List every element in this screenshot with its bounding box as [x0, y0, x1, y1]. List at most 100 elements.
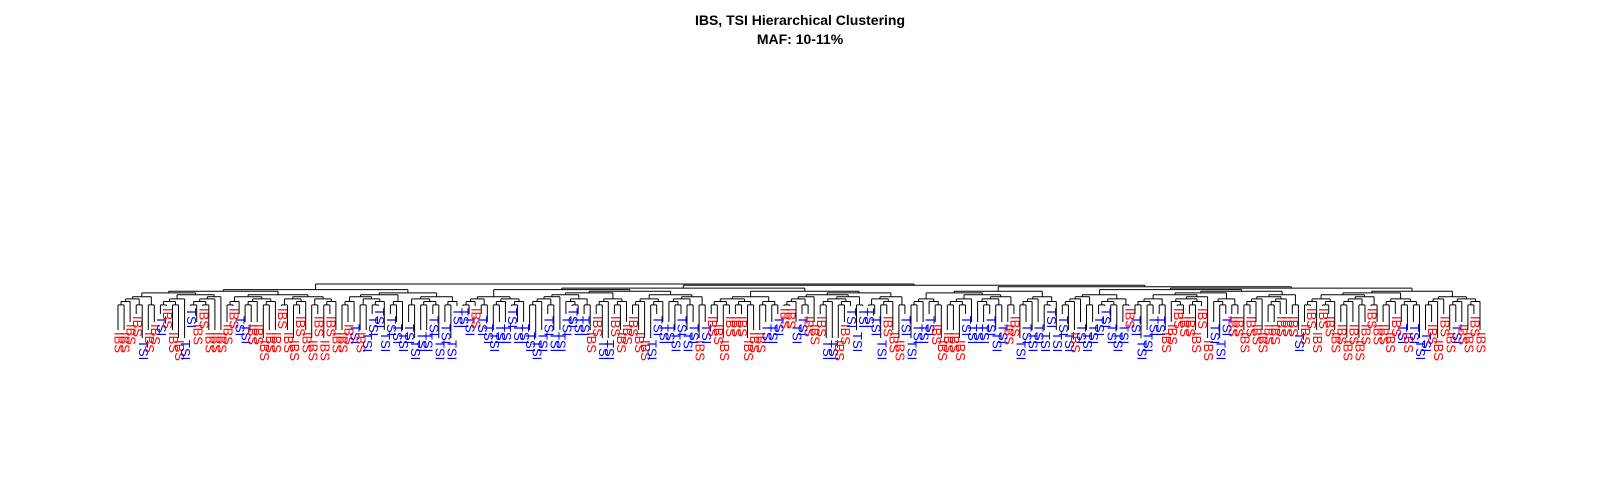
leaf-label-ibs: IBS [808, 324, 823, 345]
leaf-label-ibs: IBS [342, 324, 357, 345]
leaf-label-ibs: IBS [1455, 324, 1470, 345]
leaf-label-tsi: TSI [136, 340, 151, 360]
leaf-label-ibs: IBS [1340, 340, 1355, 361]
leaf-label-tsi: TSI [1153, 316, 1168, 336]
leaf-label-tsi: TSI [1086, 324, 1101, 344]
leaf-label-ibs: IBS [1467, 316, 1482, 337]
leaf-label-tsi: TSI [426, 316, 441, 336]
leaf-label-ibs: IBS [747, 332, 762, 353]
leaf-label-ibs: IBS [1225, 316, 1240, 337]
leaf-label-ibs: IBS [1425, 324, 1440, 345]
leaf-label-tsi: TSI [414, 332, 429, 352]
leaf-label-tsi: TSI [1020, 324, 1035, 344]
leaf-label-ibs: IBS [214, 332, 229, 353]
leaf-label-ibs: IBS [886, 332, 901, 353]
leaf-label-ibs: IBS [1007, 316, 1022, 337]
leaf-label-ibs: IBS [130, 316, 145, 337]
leaf-label-ibs: IBS [753, 332, 768, 353]
leaf-label-tsi: TSI [396, 332, 411, 352]
leaf-label-ibs: IBS [112, 332, 127, 353]
leaf-label-tsi: TSI [1292, 332, 1307, 352]
leaf-label-tsi: TSI [184, 308, 199, 328]
leaf-label-ibs: IBS [1122, 308, 1137, 329]
leaf-label-tsi: TSI [1413, 340, 1428, 360]
leaf-label-tsi: TSI [463, 316, 478, 336]
leaf-label-ibs: IBS [711, 324, 726, 345]
leaf-label-tsi: TSI [529, 340, 544, 360]
leaf-label-ibs: IBS [1068, 332, 1083, 353]
dendrogram-leaf-labels: IBSIBSIBSIBSTSIIBSIBSTSIIBSIBSIBSTSITSII… [112, 308, 1489, 361]
leaf-label-ibs: IBS [281, 332, 296, 353]
leaf-label-tsi: TSI [1032, 324, 1047, 344]
leaf-label-ibs: IBS [293, 316, 308, 337]
leaf-label-tsi: TSI [796, 316, 811, 336]
leaf-label-ibs: IBS [148, 324, 163, 345]
leaf-label-tsi: TSI [408, 340, 423, 360]
leaf-label-tsi: TSI [535, 332, 550, 352]
leaf-label-ibs: IBS [317, 340, 332, 361]
leaf-label-ibs: IBS [777, 308, 792, 329]
leaf-label-tsi: TSI [989, 332, 1004, 352]
leaf-label-ibs: IBS [1001, 324, 1016, 345]
leaf-label-tsi: TSI [656, 324, 671, 344]
leaf-label-tsi: TSI [1449, 324, 1464, 344]
leaf-label-ibs: IBS [142, 332, 157, 353]
leaf-label-ibs: IBS [245, 324, 260, 345]
leaf-label-tsi: TSI [444, 340, 459, 360]
leaf-label-tsi: TSI [898, 316, 913, 336]
leaf-label-ibs: IBS [1231, 316, 1246, 337]
leaf-label-tsi: TSI [487, 332, 502, 352]
leaf-label-tsi: TSI [1116, 324, 1131, 344]
leaf-label-tsi: TSI [475, 316, 490, 336]
leaf-label-tsi: TSI [602, 340, 617, 360]
leaf-label-ibs: IBS [1280, 316, 1295, 337]
leaf-label-ibs: IBS [275, 308, 290, 329]
leaf-label-ibs: IBS [299, 332, 314, 353]
leaf-label-ibs: IBS [1274, 316, 1289, 337]
leaf-label-ibs: IBS [1352, 340, 1367, 361]
leaf-label-ibs: IBS [1437, 316, 1452, 337]
leaf-label-ibs: IBS [638, 340, 653, 361]
leaf-label-tsi: TSI [1110, 332, 1125, 352]
leaf-label-tsi: TSI [826, 340, 841, 360]
leaf-label-tsi: TSI [523, 332, 538, 352]
leaf-label-tsi: TSI [1056, 316, 1071, 336]
leaf-label-tsi: TSI [687, 324, 702, 344]
leaf-label-tsi: TSI [372, 308, 387, 328]
leaf-label-ibs: IBS [693, 340, 708, 361]
leaf-label-ibs: IBS [717, 340, 732, 361]
leaf-label-tsi: TSI [699, 324, 714, 344]
leaf-label-ibs: IBS [1298, 324, 1313, 345]
leaf-label-ibs: IBS [590, 316, 605, 337]
leaf-label-tsi: TSI [856, 308, 871, 328]
leaf-label-ibs: IBS [1304, 308, 1319, 329]
leaf-label-ibs: IBS [1159, 332, 1174, 353]
leaf-label-ibs: IBS [1183, 316, 1198, 337]
leaf-label-ibs: IBS [1286, 316, 1301, 337]
leaf-label-tsi: TSI [559, 316, 574, 336]
leaf-label-ibs: IBS [1328, 332, 1343, 353]
leaf-label-tsi: TSI [759, 324, 774, 344]
leaf-label-ibs: IBS [1359, 324, 1374, 345]
leaf-label-tsi: TSI [1207, 324, 1222, 344]
leaf-label-tsi: TSI [348, 324, 363, 344]
leaf-label-tsi: TSI [1098, 308, 1113, 328]
leaf-label-ibs: IBS [124, 324, 139, 345]
leaf-label-tsi: TSI [790, 324, 805, 344]
leaf-label-tsi: TSI [1050, 332, 1065, 352]
leaf-label-tsi: TSI [1129, 316, 1144, 336]
leaf-label-ibs: IBS [202, 332, 217, 353]
leaf-label-ibs: IBS [227, 308, 242, 329]
leaf-label-ibs: IBS [166, 332, 181, 353]
leaf-label-tsi: TSI [905, 340, 920, 360]
leaf-label-ibs: IBS [832, 340, 847, 361]
leaf-label-ibs: IBS [469, 308, 484, 329]
leaf-label-tsi: TSI [553, 332, 568, 352]
leaf-label-ibs: IBS [287, 340, 302, 361]
leaf-label-tsi: TSI [765, 324, 780, 344]
leaf-label-tsi: TSI [511, 324, 526, 344]
leaf-label-ibs: IBS [1431, 340, 1446, 361]
chart-title: IBS, TSI Hierarchical Clustering [694, 12, 906, 28]
dendrogram-links [117, 283, 1481, 338]
